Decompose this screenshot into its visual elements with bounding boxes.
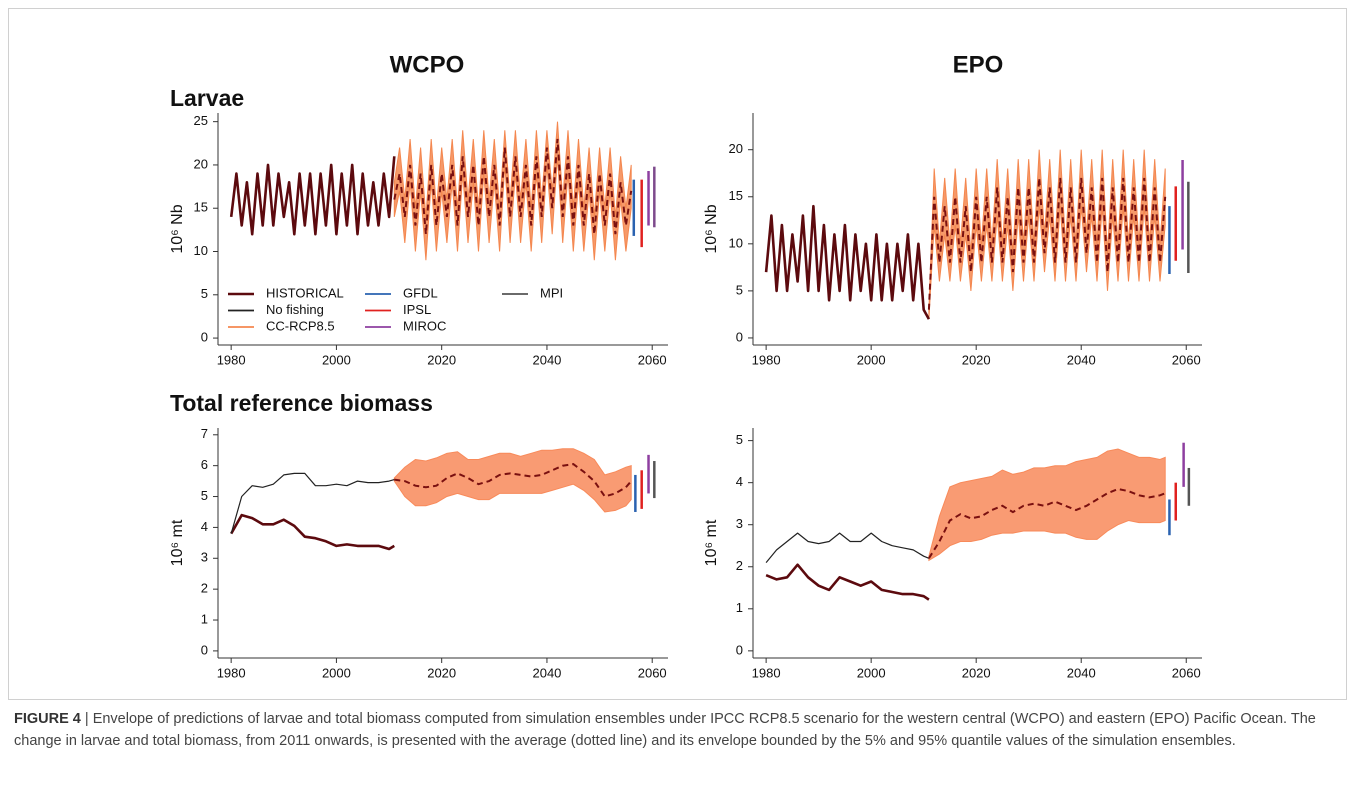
y-tick-label: 1 [736,600,743,615]
series-line [764,204,931,320]
y-tick-label: 15 [729,188,743,203]
x-tick-label: 2060 [638,665,667,680]
caption-text: | Envelope of predictions of larvae and … [14,711,1316,749]
series-line [229,156,396,236]
mean-line [928,487,1166,559]
y-tick-label: 2 [736,558,743,573]
x-tick-label: 1980 [217,665,246,680]
y-tick-label: 6 [201,457,208,472]
legend-label: No fishing [266,302,324,317]
legend-label: GFDL [403,285,438,300]
y-tick-label: 4 [736,474,743,489]
y-tick-label: 3 [736,516,743,531]
y-tick-label: 0 [201,642,208,657]
legend-label: MPI [540,285,563,300]
series-line [765,532,930,563]
y-tick-label: 7 [201,426,208,441]
legend-label: CC-RCP8.5 [266,318,335,333]
x-tick-label: 2000 [322,352,351,367]
x-tick-label: 2040 [532,352,561,367]
mean-line [927,177,1167,310]
x-tick-label: 2000 [857,352,886,367]
legend-label: MIROC [403,318,446,333]
caption-label: FIGURE 4 [14,711,81,727]
y-tick-label: 5 [736,432,743,447]
x-tick-label: 1980 [752,665,781,680]
legend-label: HISTORICAL [266,285,344,300]
x-tick-label: 2020 [962,352,991,367]
x-tick-label: 2040 [1067,352,1096,367]
panel-label: Total reference biomass [170,390,433,416]
panel-title: EPO [953,51,1004,78]
envelope [928,448,1166,562]
y-tick-label: 3 [201,550,208,565]
y-tick-label: 2 [201,581,208,596]
y-tick-label: 0 [201,330,208,345]
y-tick-label: 10 [194,243,208,258]
legend-label: IPSL [403,302,431,317]
x-tick-label: 2060 [1172,352,1201,367]
envelope [393,448,632,513]
x-tick-label: 2020 [427,665,456,680]
y-tick-label: 20 [729,141,743,156]
mean-line [393,138,633,235]
x-tick-label: 2040 [1067,665,1096,680]
x-tick-label: 2060 [1172,665,1201,680]
x-tick-label: 2000 [322,665,351,680]
y-tick-label: 0 [736,329,743,344]
y-tick-label: 5 [736,282,743,297]
y-tick-label: 5 [201,488,208,503]
y-axis-label: 10⁶ mt [169,519,186,566]
x-tick-label: 1980 [752,352,781,367]
y-tick-label: 4 [201,519,208,534]
figure-frame [8,8,1347,700]
series-line [230,472,395,534]
panel-title: WCPO [390,51,465,78]
y-tick-label: 15 [194,200,208,215]
x-tick-label: 2020 [962,665,991,680]
caption: FIGURE 4 | Envelope of predictions of la… [14,708,1340,752]
y-axis-label: 10⁶ mt [703,519,720,566]
mean-line [394,463,632,498]
series-line [765,563,930,601]
y-tick-label: 10 [729,235,743,250]
x-tick-label: 2020 [427,352,456,367]
y-axis-label: 10⁶ Nb [703,204,720,253]
series-line [230,513,395,551]
y-axis-label: 10⁶ Nb [169,204,186,253]
x-tick-label: 2000 [857,665,886,680]
y-tick-label: 0 [736,642,743,657]
x-tick-label: 2060 [638,352,667,367]
y-tick-label: 1 [201,611,208,626]
y-tick-label: 5 [201,286,208,301]
x-tick-label: 2040 [532,665,561,680]
y-tick-label: 20 [194,156,208,171]
y-tick-label: 25 [194,113,208,128]
x-tick-label: 1980 [217,352,246,367]
panel-label: Larvae [170,85,244,111]
envelope [928,149,1166,320]
